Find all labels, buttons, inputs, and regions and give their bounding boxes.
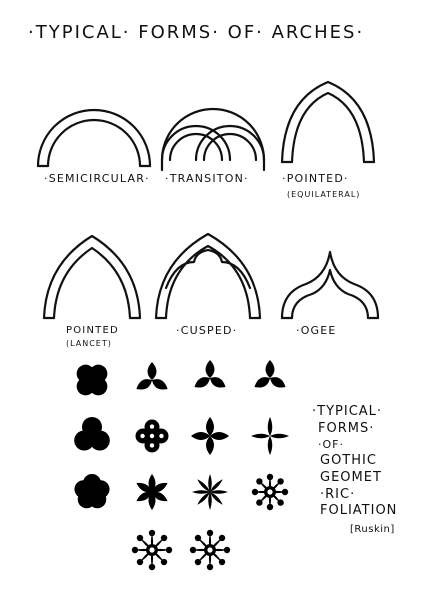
foil-trefoil-pointed-alt [194, 360, 226, 388]
foliation-title-line4: GOTHIC [320, 453, 377, 468]
foil-quatrefoil-pointed [191, 417, 229, 455]
page-title: ·TYPICAL· FORMS· OF· ARCHES· [28, 22, 365, 43]
foil-quatrefoil-lobed [76, 364, 108, 396]
foil-quatrefoil-pierced [135, 419, 169, 453]
foil-sexfoil-pointed [192, 474, 228, 510]
foliation-title-line5: GEOMET [320, 470, 382, 485]
label-transition: ·TRANSITON· [165, 172, 249, 185]
foliation-title-line2: FORMS· [318, 421, 375, 436]
arch-transition [160, 107, 266, 172]
label-pointed-lancet: POINTED [66, 325, 119, 336]
foliation-credit: [Ruskin] [350, 524, 395, 535]
foil-multifoil-pierced [131, 529, 173, 571]
arch-ogee [280, 250, 380, 320]
label-pointed-equilateral: ·POINTED· [282, 172, 349, 185]
foil-trefoil-pointed-alt2 [254, 360, 286, 388]
label-ogee: ·OGEE [296, 324, 337, 337]
arch-cusped [154, 232, 262, 320]
arch-pointed-lancet [42, 234, 142, 320]
arch-pointed-equilateral [280, 80, 376, 164]
label-pointed-lancet-sub: (LANCET) [66, 339, 112, 348]
label-pointed-equilateral-sub: (EQUILATERAL) [287, 190, 361, 199]
foil-trefoil-pointed [136, 362, 168, 390]
foil-octofoil-pierced [251, 473, 289, 511]
foil-cinquefoil-pointed [136, 474, 168, 510]
foliation-title-line1: ·TYPICAL· [312, 404, 383, 419]
foliation-grid [74, 360, 289, 571]
foil-quatrefoil-pointed-thin [251, 417, 289, 455]
foliation-title-line3: ·OF· [318, 438, 344, 451]
label-semicircular: ·SEMICIRCULAR· [44, 172, 150, 185]
foliation-title-line6: ·RIC· [320, 487, 356, 502]
foliation-title-line7: FOLIATION [320, 503, 398, 518]
foil-cinquefoil-lobed [74, 474, 110, 509]
label-cusped: ·CUSPED· [176, 324, 238, 337]
foil-multifoil-pierced-alt [189, 529, 231, 571]
foil-trefoil-lobed [74, 417, 110, 451]
arch-semicircular [36, 108, 152, 168]
